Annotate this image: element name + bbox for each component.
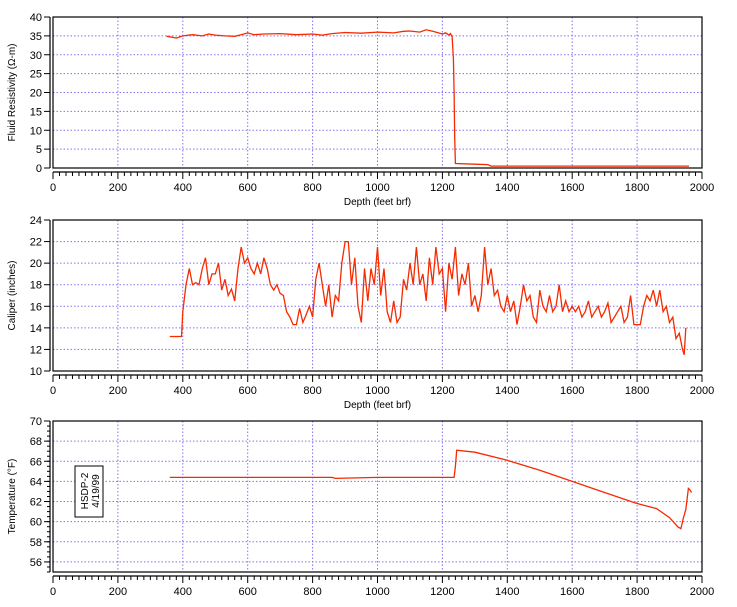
y-tick-label: 0: [36, 163, 42, 175]
y-tick-label: 12: [30, 344, 42, 356]
x-tick-label: 1200: [430, 182, 454, 194]
x-tick-label: 1400: [495, 385, 519, 397]
x-tick-label: 1200: [430, 385, 454, 397]
y-tick-label: 40: [30, 12, 42, 24]
chart-panel-1: 0 200 400 600 800 1000 1200 1400 1600 1800 2000Dep…: [7, 12, 714, 208]
x-tick-label: 200: [109, 385, 127, 397]
y-tick-label: 5: [36, 144, 42, 156]
y-tick-label: 58: [30, 537, 42, 549]
x-tick-label: 1000: [365, 586, 389, 598]
y-tick-label: 64: [30, 476, 42, 488]
y-tick-label: 70: [30, 416, 42, 428]
y-tick-label: 18: [30, 280, 42, 292]
y-tick-label: 20: [30, 88, 42, 100]
y-tick-label: 60: [30, 517, 42, 529]
x-tick-label: 600: [239, 586, 257, 598]
x-tick-label: 1000: [365, 182, 389, 194]
x-tick-label: 1000: [365, 385, 389, 397]
x-tick-label: 1600: [560, 385, 584, 397]
y-tick-label: 25: [30, 69, 42, 81]
x-tick-label: 800: [303, 586, 321, 598]
x-tick-label: 600: [239, 385, 257, 397]
annotation-line-2: 4/19/99: [91, 474, 102, 508]
y-tick-label: 10: [30, 366, 42, 378]
x-tick-label: 200: [109, 182, 127, 194]
annotation-box: HSDP-2 4/19/99: [74, 465, 104, 518]
x-axis-title: Depth (feet brf): [344, 197, 411, 208]
x-tick-label: 1400: [495, 586, 519, 598]
x-tick-label: 0: [50, 385, 56, 397]
x-tick-label: 1600: [560, 586, 584, 598]
x-tick-label: 1800: [625, 182, 649, 194]
plot-frame: [52, 420, 703, 573]
x-tick-label: 400: [174, 182, 192, 194]
x-axis-title: Depth (feet brf): [344, 400, 411, 411]
x-tick-label: 1600: [560, 182, 584, 194]
x-tick-label: 200: [109, 586, 127, 598]
x-tick-label: 1800: [625, 385, 649, 397]
x-tick-label: 400: [174, 586, 192, 598]
x-tick-label: 2000: [690, 586, 714, 598]
x-tick-label: 400: [174, 385, 192, 397]
x-tick-label: 0: [50, 586, 56, 598]
y-tick-label: 56: [30, 557, 42, 569]
y-tick-label: 22: [30, 237, 42, 249]
x-tick-label: 600: [239, 182, 257, 194]
chart-panel-3: 0 200 400 600 800 1000 1200 1400 1600 1800 2000 56 5…: [7, 416, 714, 598]
plot-frame: [52, 219, 703, 372]
plot-frame: [52, 16, 703, 169]
y-axis-title: Fluid Resistivity (Ω-m): [7, 43, 18, 141]
series-line-temperature: [169, 449, 693, 530]
y-tick-label: 30: [30, 50, 42, 62]
chart-panel-2: 0 200 400 600 800 1000 1200 1400 1600 1800 2000 Dep…: [7, 215, 714, 411]
y-tick-label: 62: [30, 497, 42, 509]
y-tick-label: 24: [30, 215, 42, 227]
x-tick-label: 800: [303, 182, 321, 194]
y-axis-title: Temperature (°F): [7, 459, 18, 535]
y-tick-label: 14: [30, 323, 42, 335]
series-line-caliper: [169, 240, 687, 355]
x-tick-label: 1200: [430, 586, 454, 598]
x-tick-label: 0: [50, 182, 56, 194]
y-tick-label: 15: [30, 106, 42, 118]
x-tick-label: 800: [303, 385, 321, 397]
y-tick-label: 66: [30, 456, 42, 468]
y-tick-label: 68: [30, 436, 42, 448]
x-tick-label: 2000: [690, 385, 714, 397]
y-axis-title: Caliper (inches): [7, 260, 18, 330]
y-tick-label: 16: [30, 301, 42, 313]
annotation-frame: [74, 465, 104, 518]
y-tick-label: 35: [30, 31, 42, 43]
y-tick-label: 10: [30, 125, 42, 137]
x-tick-label: 1400: [495, 182, 519, 194]
x-tick-label: 1800: [625, 586, 649, 598]
series-line-fluid-resistivity: [166, 29, 689, 167]
x-tick-label: 2000: [690, 182, 714, 194]
annotation-line-1: HSDP-2: [80, 472, 91, 509]
y-tick-label: 20: [30, 258, 42, 270]
